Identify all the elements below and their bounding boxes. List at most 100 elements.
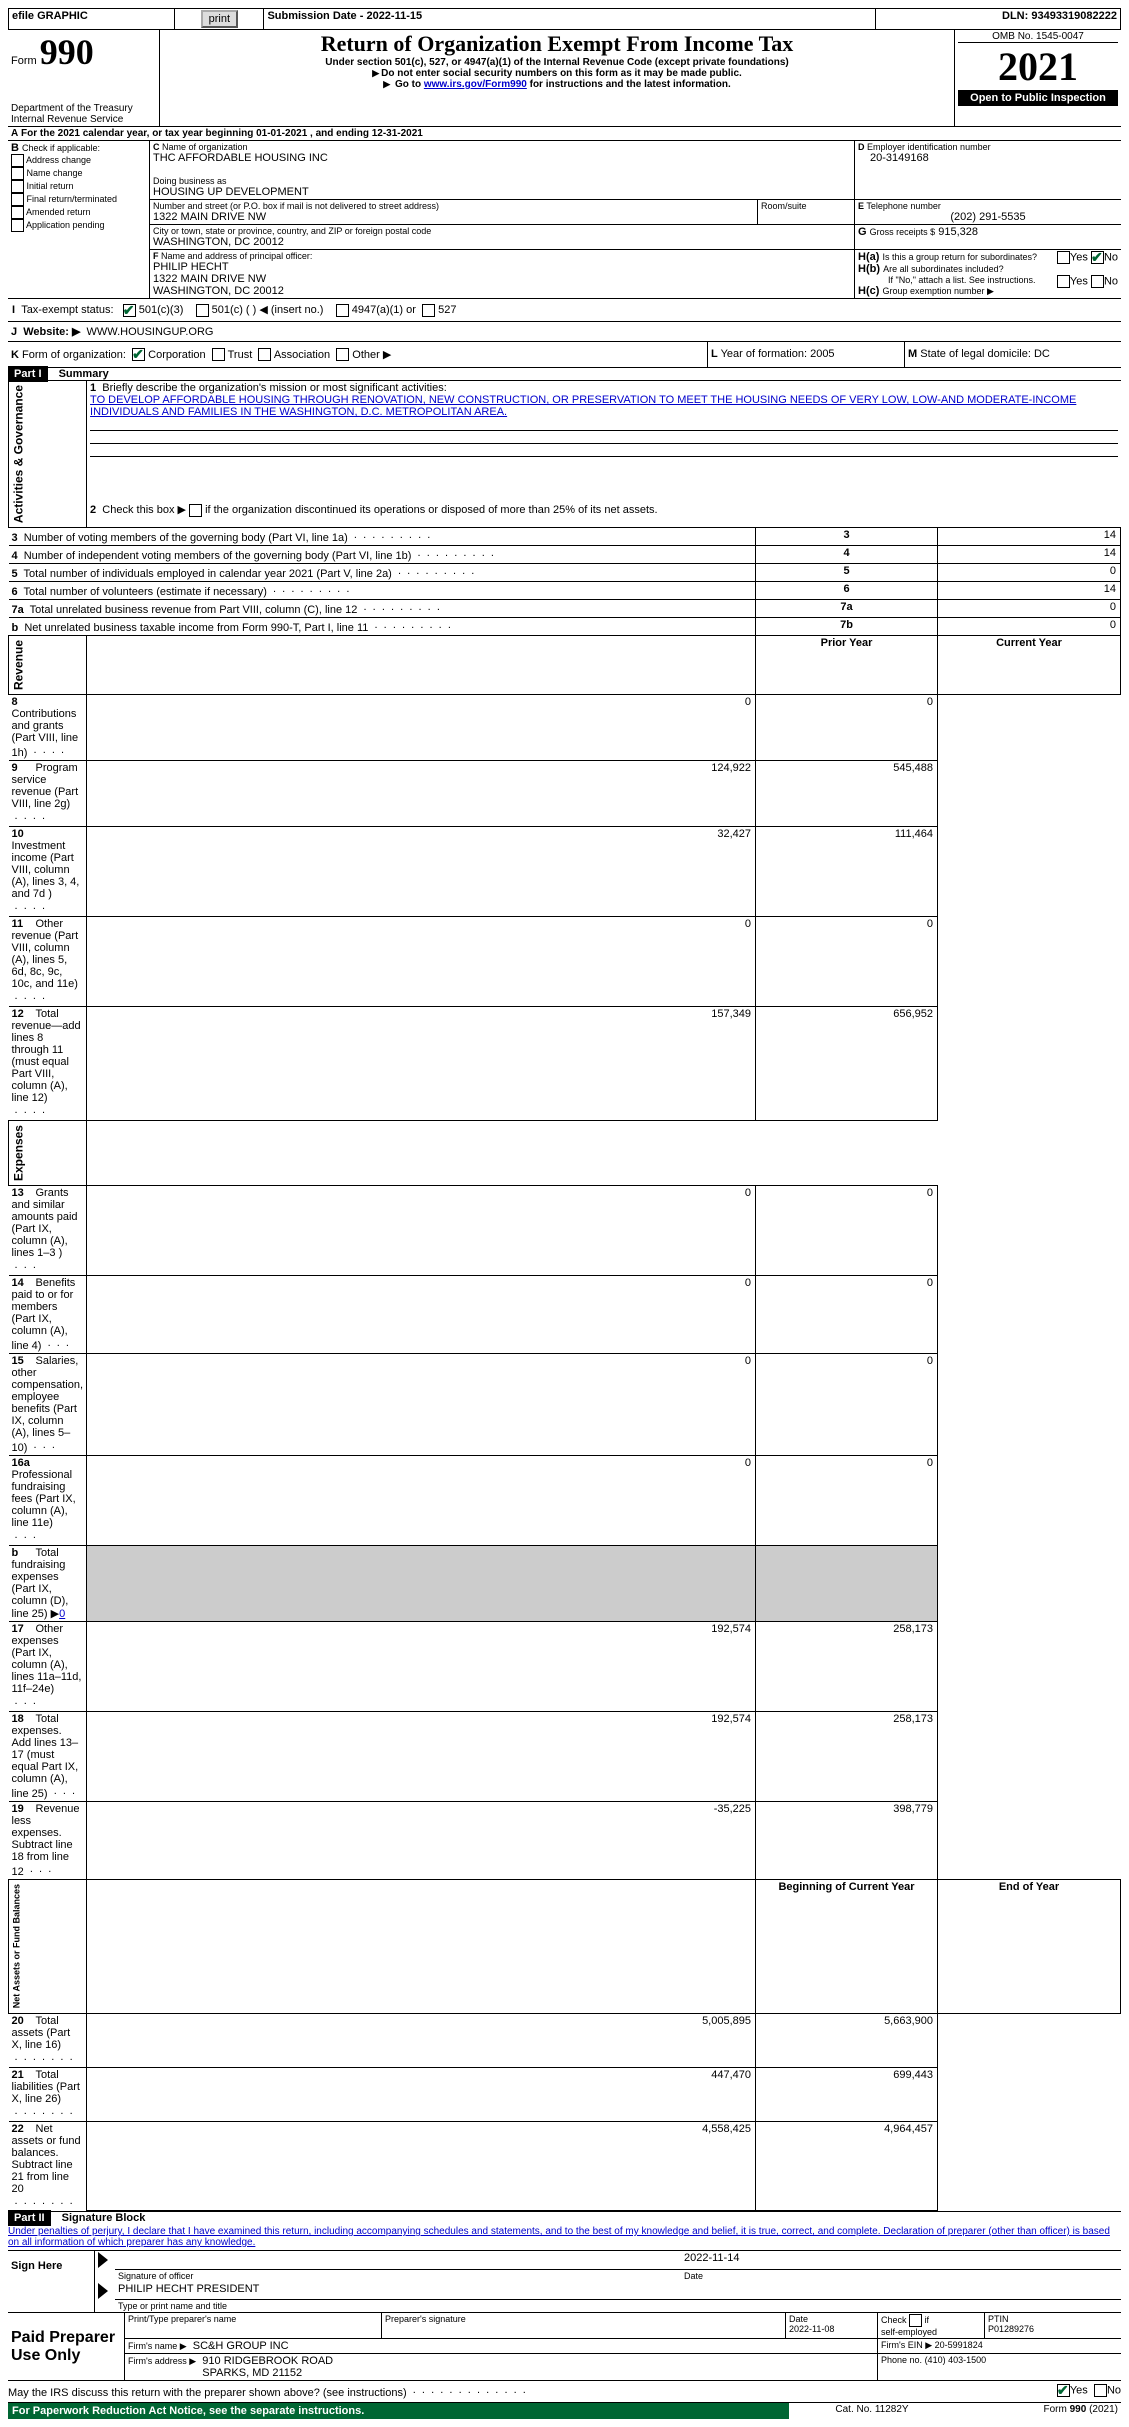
ha-label: Is this a group return for subordinates? xyxy=(882,252,1037,262)
exp-prior: 192,574 xyxy=(87,1622,756,1712)
phone: (202) 291-5535 xyxy=(858,211,1118,223)
gov-val: 14 xyxy=(938,546,1121,564)
rev-line: 9Program service revenue (Part VIII, lin… xyxy=(9,761,87,827)
k-assoc-checkbox[interactable] xyxy=(258,348,271,361)
top-bar: efile GRAPHIC print Submission Date - 20… xyxy=(8,8,1121,30)
firm-phone-row: Phone no. (410) 403-1500 xyxy=(878,2354,1122,2381)
chevron-icon-2 xyxy=(98,2283,108,2299)
firm-addr-label: Firm's address ▶ xyxy=(128,2356,196,2366)
part2-heading: Part II xyxy=(8,2210,51,2226)
ha-no-checkbox[interactable] xyxy=(1091,251,1104,264)
rev-line: 8Contributions and grants (Part VIII, li… xyxy=(9,695,87,761)
dept-treasury: Department of the Treasury Internal Reve… xyxy=(11,103,156,125)
hb-yes-checkbox[interactable] xyxy=(1057,275,1070,288)
ptin-label: PTIN xyxy=(988,2314,1009,2324)
gov-line: 5 Total number of individuals employed i… xyxy=(9,564,756,582)
gov-line: 3 Number of voting members of the govern… xyxy=(9,528,756,546)
hb-no-checkbox[interactable] xyxy=(1091,275,1104,288)
gov-box: 6 xyxy=(756,582,938,600)
rev-current: 0 xyxy=(756,917,938,1007)
discuss-no-checkbox[interactable] xyxy=(1094,2384,1107,2397)
gov-val: 14 xyxy=(938,528,1121,546)
b-checkbox[interactable] xyxy=(11,193,24,206)
exp-current: 0 xyxy=(756,1354,938,1456)
l-label: Year of formation: xyxy=(721,348,807,360)
yes-label: Yes xyxy=(1070,251,1088,263)
b-checkbox[interactable] xyxy=(11,206,24,219)
ha-yes-checkbox[interactable] xyxy=(1057,251,1070,264)
part2-header: Part II Signature Block xyxy=(8,2211,1121,2224)
street-label: Number and street (or P.O. box if mail i… xyxy=(153,201,754,211)
i-501c-checkbox[interactable] xyxy=(196,304,209,317)
form-id-box: Form 990 Department of the Treasury Inte… xyxy=(8,30,160,127)
i-501c3-checkbox[interactable] xyxy=(123,304,136,317)
form-no: Form 990 (2021) xyxy=(955,2403,1121,2419)
fundraising-link[interactable]: 0 xyxy=(59,1608,65,1620)
part1-title: Summary xyxy=(51,368,109,380)
b-checkbox[interactable] xyxy=(11,219,24,232)
rev-line: 10Investment income (Part VIII, column (… xyxy=(9,827,87,917)
tab-expenses: Expenses xyxy=(9,1121,87,1186)
line1-text: TO DEVELOP AFFORDABLE HOUSING THROUGH RE… xyxy=(90,394,1076,418)
exp-prior: 0 xyxy=(87,1186,756,1276)
exp-line: 19Revenue less expenses. Subtract line 1… xyxy=(9,1802,87,1880)
goto-post: for instructions and the latest informat… xyxy=(527,79,731,90)
i-527-checkbox[interactable] xyxy=(422,304,435,317)
k-label: Form of organization: xyxy=(22,349,126,361)
na-end: 5,663,900 xyxy=(756,2013,938,2067)
irs-link[interactable]: www.irs.gov/Form990 xyxy=(424,79,527,90)
omb-number: OMB No. 1545-0047 xyxy=(958,31,1118,43)
date-label: Date xyxy=(681,2269,1121,2282)
sig-officer-label: Signature of officer xyxy=(115,2269,681,2282)
rev-current: 545,488 xyxy=(756,761,938,827)
gross-receipts: 915,328 xyxy=(938,226,978,238)
exp-current: 398,779 xyxy=(756,1802,938,1880)
discuss-row: May the IRS discuss this return with the… xyxy=(8,2381,1121,2403)
chevron-icon xyxy=(98,2252,108,2268)
k-other-checkbox[interactable] xyxy=(336,348,349,361)
exp-prior: -35,225 xyxy=(87,1802,756,1880)
i-4947-checkbox[interactable] xyxy=(336,304,349,317)
exp-prior: 192,574 xyxy=(87,1712,756,1802)
paperwork-notice: For Paperwork Reduction Act Notice, see … xyxy=(8,2403,789,2419)
k-corp-checkbox[interactable] xyxy=(132,348,145,361)
discuss-yes-checkbox[interactable] xyxy=(1057,2384,1070,2397)
ptin-cell: PTIN P01289276 xyxy=(985,2313,1122,2339)
exp-prior: 0 xyxy=(87,1456,756,1546)
l-val: 2005 xyxy=(810,348,834,360)
b-checkbox[interactable] xyxy=(11,154,24,167)
f-label: Name and address of principal officer: xyxy=(161,251,312,261)
k-trust-checkbox[interactable] xyxy=(212,348,225,361)
rev-prior: 0 xyxy=(87,695,756,761)
i-label: Tax-exempt status: xyxy=(21,304,113,316)
line2-text: Check this box ▶ if the organization dis… xyxy=(102,504,657,516)
dln: DLN: 93493319082222 xyxy=(876,9,1121,30)
line2-checkbox[interactable] xyxy=(189,504,202,517)
tax-year: 2021 xyxy=(958,43,1118,90)
city-label: City or town, state or province, country… xyxy=(153,226,851,236)
k-opt-2: Association xyxy=(274,349,330,361)
line-a-text: For the 2021 calendar year, or tax year … xyxy=(21,128,423,139)
self-emp-checkbox[interactable] xyxy=(909,2314,922,2327)
form-title: Return of Organization Exempt From Incom… xyxy=(163,31,951,57)
sign-here-table: Sign Here 2022-11-14 Signature of office… xyxy=(8,2251,1121,2313)
print-button[interactable]: print xyxy=(201,10,238,28)
section-b: B Check if applicable: Address change Na… xyxy=(8,141,150,299)
exp-prior: 0 xyxy=(87,1276,756,1354)
phone-label: Phone no. xyxy=(881,2355,922,2365)
b-checkbox[interactable] xyxy=(11,167,24,180)
rev-prior: 124,922 xyxy=(87,761,756,827)
k-opt-1: Trust xyxy=(228,349,253,361)
col-end: End of Year xyxy=(938,1880,1121,2013)
part1-heading: Part I xyxy=(8,366,48,382)
gov-box: 7b xyxy=(756,618,938,636)
firm-ein-row: Firm's EIN ▶ 20-5991824 xyxy=(878,2339,1122,2354)
line-i: I Tax-exempt status: 501(c)(3) 501(c) ( … xyxy=(8,299,1121,322)
i-opt-2: 4947(a)(1) or xyxy=(352,304,416,316)
gov-val: 14 xyxy=(938,582,1121,600)
gov-line: 4 Number of independent voting members o… xyxy=(9,546,756,564)
col-prior: Prior Year xyxy=(756,636,938,695)
b-checkbox[interactable] xyxy=(11,180,24,193)
firm-ein-label: Firm's EIN ▶ xyxy=(881,2340,932,2350)
firm-addr: 910 RIDGEBROOK ROAD SPARKS, MD 21152 xyxy=(202,2355,333,2379)
